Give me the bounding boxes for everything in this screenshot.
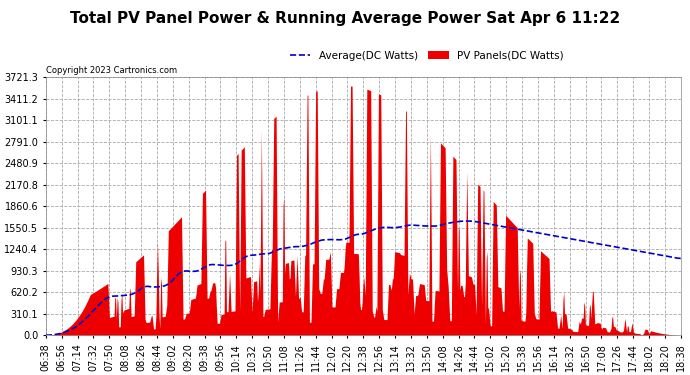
Legend: Average(DC Watts), PV Panels(DC Watts): Average(DC Watts), PV Panels(DC Watts) [286, 46, 569, 65]
Text: Copyright 2023 Cartronics.com: Copyright 2023 Cartronics.com [46, 66, 177, 75]
Text: Total PV Panel Power & Running Average Power Sat Apr 6 11:22: Total PV Panel Power & Running Average P… [70, 11, 620, 26]
